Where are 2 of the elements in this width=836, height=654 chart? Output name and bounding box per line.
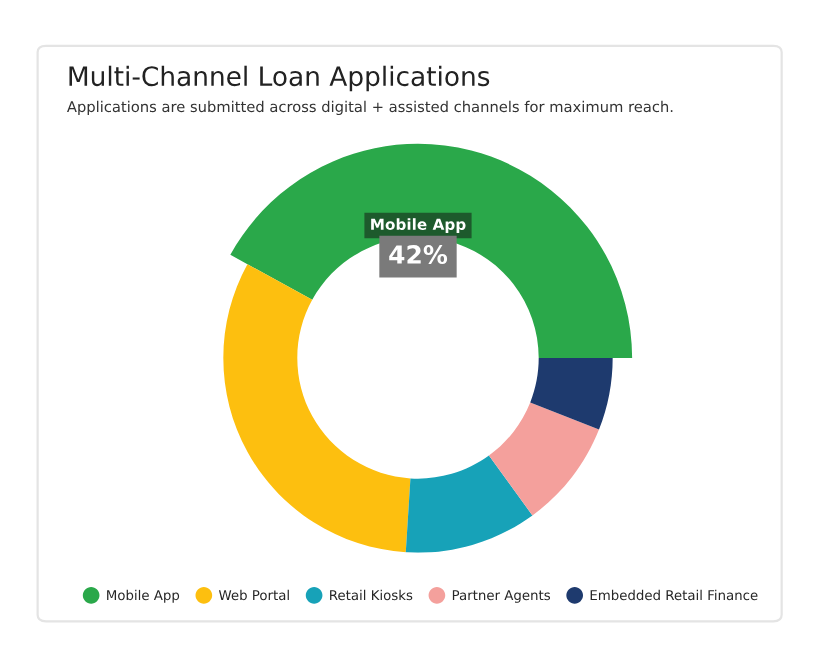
- chart-title: Multi-Channel Loan Applications: [69, 65, 490, 92]
- data-label: 42%: [389, 245, 448, 264]
